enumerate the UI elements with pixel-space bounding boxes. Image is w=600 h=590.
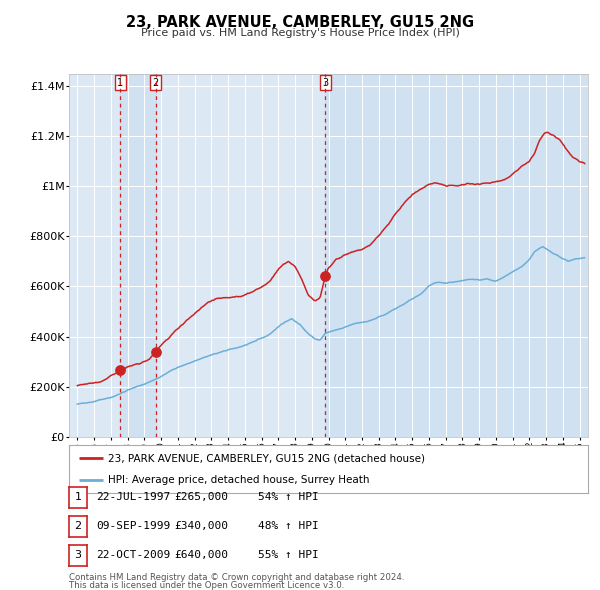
Text: 09-SEP-1999: 09-SEP-1999 <box>96 522 170 531</box>
Text: 23, PARK AVENUE, CAMBERLEY, GU15 2NG (detached house): 23, PARK AVENUE, CAMBERLEY, GU15 2NG (de… <box>108 453 425 463</box>
Text: Price paid vs. HM Land Registry's House Price Index (HPI): Price paid vs. HM Land Registry's House … <box>140 28 460 38</box>
Text: 3: 3 <box>322 78 328 88</box>
Bar <box>120 74 156 437</box>
Text: 55% ↑ HPI: 55% ↑ HPI <box>258 550 319 560</box>
Point <box>320 272 330 281</box>
Text: 22-OCT-2009: 22-OCT-2009 <box>96 550 170 560</box>
Text: 2: 2 <box>153 78 159 88</box>
Text: £340,000: £340,000 <box>174 522 228 531</box>
Point <box>151 347 161 356</box>
Bar <box>325 74 588 437</box>
Text: 48% ↑ HPI: 48% ↑ HPI <box>258 522 319 531</box>
Text: This data is licensed under the Open Government Licence v3.0.: This data is licensed under the Open Gov… <box>69 581 344 590</box>
Text: 22-JUL-1997: 22-JUL-1997 <box>96 493 170 502</box>
Text: £640,000: £640,000 <box>174 550 228 560</box>
Text: 3: 3 <box>74 550 82 560</box>
Text: 2: 2 <box>74 522 82 531</box>
Text: 23, PARK AVENUE, CAMBERLEY, GU15 2NG: 23, PARK AVENUE, CAMBERLEY, GU15 2NG <box>126 15 474 30</box>
Text: Contains HM Land Registry data © Crown copyright and database right 2024.: Contains HM Land Registry data © Crown c… <box>69 572 404 582</box>
Text: £265,000: £265,000 <box>174 493 228 502</box>
Point <box>115 366 125 375</box>
Text: 1: 1 <box>74 493 82 502</box>
Text: 54% ↑ HPI: 54% ↑ HPI <box>258 493 319 502</box>
Text: HPI: Average price, detached house, Surrey Heath: HPI: Average price, detached house, Surr… <box>108 475 370 485</box>
Text: 1: 1 <box>117 78 123 88</box>
